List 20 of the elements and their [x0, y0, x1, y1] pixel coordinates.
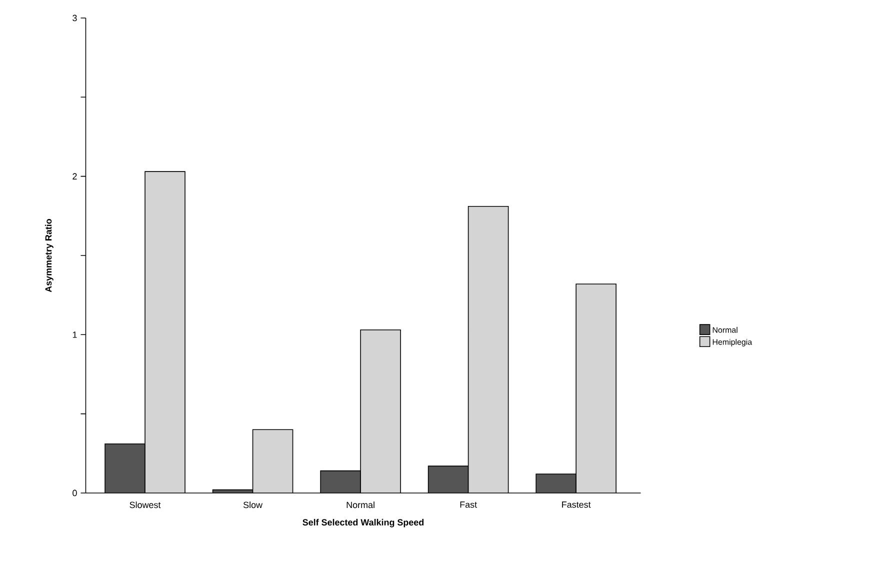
x-tick-label: Slowest	[130, 502, 161, 508]
y-tick-label: 3	[72, 14, 77, 22]
x-axis-title: Self Selected Walking Speed	[302, 518, 424, 528]
bar	[105, 444, 146, 493]
x-tick-label: Fast	[460, 502, 477, 508]
y-tick-label: 0	[72, 490, 77, 496]
x-tick-label: Normal	[346, 502, 374, 508]
bar	[428, 466, 468, 493]
x-tick-label: Slow	[243, 502, 263, 508]
bar	[320, 470, 361, 493]
bar	[360, 330, 401, 493]
y-tick-label: 1	[72, 332, 77, 338]
x-tick-label: Fastest	[562, 502, 591, 508]
bar	[252, 430, 293, 493]
bar	[145, 172, 186, 493]
bar	[576, 284, 616, 493]
bar	[536, 474, 576, 493]
y-axis-title: Asymmetry Ratio	[45, 218, 54, 292]
bar	[468, 206, 508, 493]
y-tick-label: 2	[72, 173, 77, 180]
